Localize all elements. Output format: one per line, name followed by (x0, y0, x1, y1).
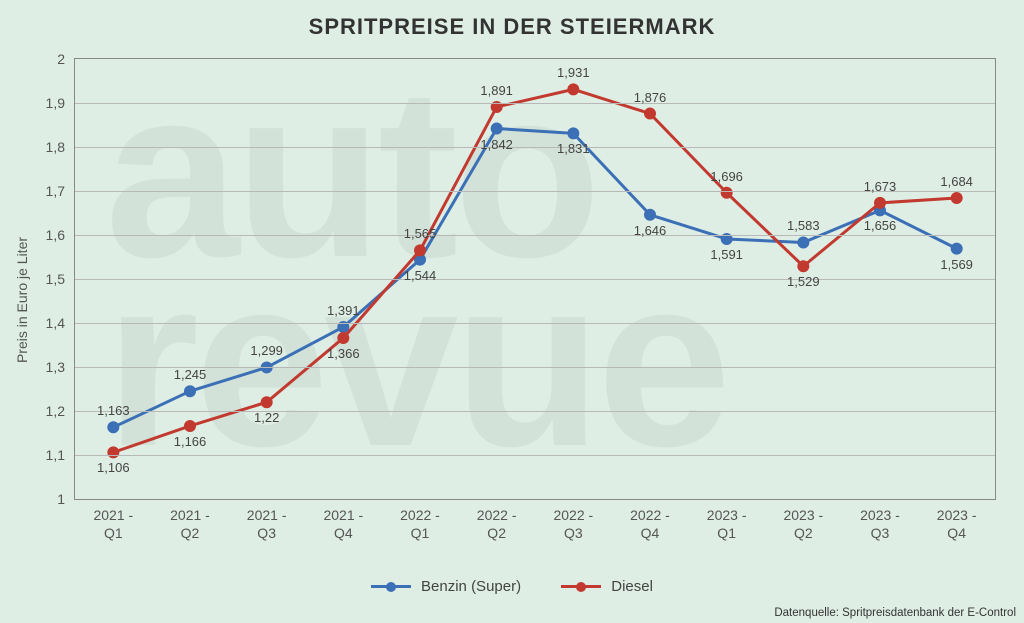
y-tick-label: 1,6 (46, 227, 75, 243)
y-tick-label: 1,1 (46, 447, 75, 463)
chart-title: SPRITPREISE IN DER STEIERMARK (0, 14, 1024, 40)
gridline (75, 411, 995, 412)
value-label: 1,646 (634, 223, 667, 238)
value-label: 1,106 (97, 460, 130, 475)
series-marker (798, 237, 809, 248)
series-marker (951, 193, 962, 204)
legend-label-benzin: Benzin (Super) (421, 578, 521, 595)
x-tick-label: 2021 -Q2 (170, 499, 210, 542)
y-tick-label: 1,3 (46, 359, 75, 375)
data-source-label: Datenquelle: Spritpreisdatenbank der E-C… (774, 607, 1016, 619)
series-marker (798, 261, 809, 272)
value-label: 1,366 (327, 346, 360, 361)
x-tick-label: 2022 -Q2 (477, 499, 517, 542)
value-label: 1,696 (710, 169, 743, 184)
x-tick-label: 2022 -Q1 (400, 499, 440, 542)
y-tick-label: 1,4 (46, 315, 75, 331)
gridline (75, 323, 995, 324)
series-marker (108, 447, 119, 458)
value-label: 1,673 (864, 179, 897, 194)
x-tick-label: 2023 -Q3 (860, 499, 900, 542)
value-label: 1,891 (480, 83, 513, 98)
x-tick-label: 2023 -Q2 (783, 499, 823, 542)
value-label: 1,569 (940, 257, 973, 272)
gridline (75, 191, 995, 192)
x-tick-label: 2022 -Q4 (630, 499, 670, 542)
series-marker (645, 108, 656, 119)
series-marker (645, 209, 656, 220)
x-tick-label: 2023 -Q4 (937, 499, 977, 542)
x-tick-label: 2021 -Q3 (247, 499, 287, 542)
gridline (75, 147, 995, 148)
value-label: 1,299 (250, 343, 283, 358)
series-marker (491, 123, 502, 134)
y-tick-label: 1 (57, 491, 75, 507)
series-marker (338, 332, 349, 343)
value-label: 1,656 (864, 218, 897, 233)
value-label: 1,245 (174, 367, 207, 382)
series-line (113, 89, 956, 452)
value-label: 1,529 (787, 274, 820, 289)
y-tick-label: 2 (57, 51, 75, 67)
value-label: 1,931 (557, 65, 590, 80)
series-marker (185, 420, 196, 431)
value-label: 1,565 (404, 226, 437, 241)
value-label: 1,684 (940, 174, 973, 189)
legend-item-diesel: Diesel (561, 578, 653, 595)
x-tick-label: 2021 -Q4 (323, 499, 363, 542)
gridline (75, 235, 995, 236)
y-axis-label: Preis in Euro je Liter (14, 237, 30, 363)
value-label: 1,583 (787, 218, 820, 233)
series-line (113, 129, 956, 428)
value-label: 1,876 (634, 90, 667, 105)
legend-label-diesel: Diesel (611, 578, 653, 595)
y-tick-label: 1,8 (46, 139, 75, 155)
legend: Benzin (Super) Diesel (0, 575, 1024, 595)
value-label: 1,22 (254, 410, 279, 425)
plot-area: auto revue 11,11,21,31,41,51,61,71,81,92… (74, 58, 996, 500)
value-label: 1,544 (404, 268, 437, 283)
x-tick-label: 2022 -Q3 (553, 499, 593, 542)
series-marker (875, 197, 886, 208)
series-marker (261, 397, 272, 408)
gridline (75, 367, 995, 368)
y-tick-label: 1,2 (46, 403, 75, 419)
value-label: 1,391 (327, 303, 360, 318)
chart-canvas: SPRITPREISE IN DER STEIERMARK Preis in E… (0, 0, 1024, 623)
value-label: 1,591 (710, 247, 743, 262)
legend-swatch-benzin (371, 585, 411, 588)
y-tick-label: 1,9 (46, 95, 75, 111)
y-tick-label: 1,5 (46, 271, 75, 287)
value-label: 1,163 (97, 403, 130, 418)
gridline (75, 103, 995, 104)
series-marker (185, 386, 196, 397)
x-tick-label: 2023 -Q1 (707, 499, 747, 542)
legend-swatch-diesel (561, 585, 601, 588)
legend-item-benzin: Benzin (Super) (371, 578, 521, 595)
y-tick-label: 1,7 (46, 183, 75, 199)
series-marker (951, 243, 962, 254)
gridline (75, 455, 995, 456)
series-marker (568, 84, 579, 95)
series-marker (415, 245, 426, 256)
x-tick-label: 2021 -Q1 (93, 499, 133, 542)
series-marker (568, 128, 579, 139)
value-label: 1,166 (174, 434, 207, 449)
series-marker (108, 422, 119, 433)
gridline (75, 279, 995, 280)
series-marker (721, 187, 732, 198)
value-label: 1,842 (480, 137, 513, 152)
value-label: 1,831 (557, 141, 590, 156)
